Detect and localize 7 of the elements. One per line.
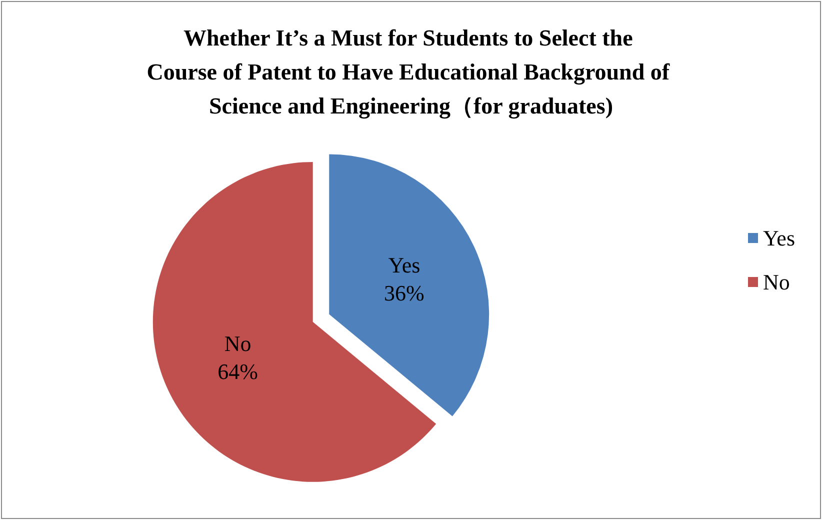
legend-label: No: [762, 270, 790, 294]
slice-label: No: [224, 330, 252, 356]
data-label: 36%: [384, 280, 424, 306]
legend-label: Yes: [762, 226, 796, 250]
data-label: 64%: [218, 358, 258, 384]
slice-label: Yes: [388, 252, 420, 278]
chart-title: Whether It’s a Must for Students to Select the Course of Patent to Have Educational Background of Science and Engineering（for graduates): [146, 26, 676, 120]
